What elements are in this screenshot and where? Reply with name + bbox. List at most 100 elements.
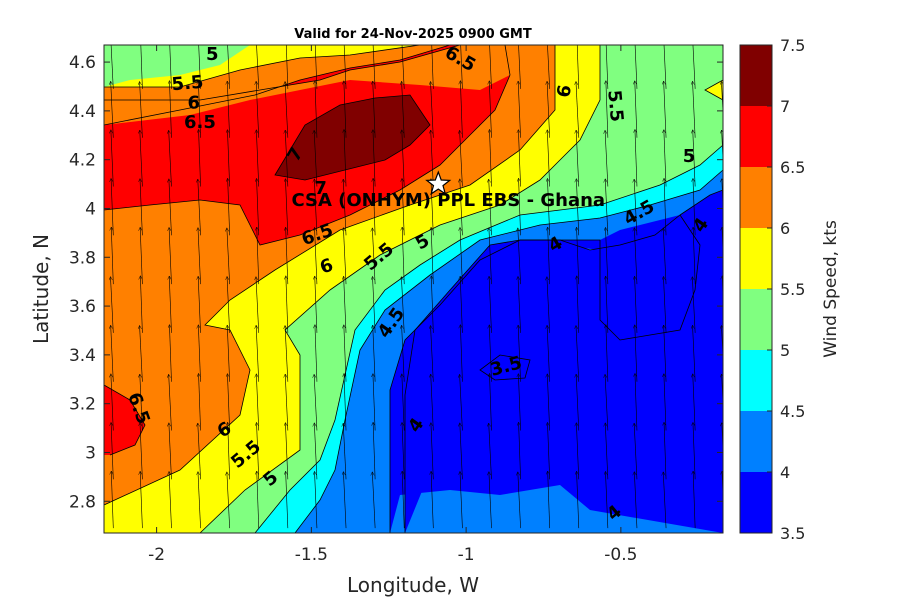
site-marker: CSA (ONHYM) PPL EBS - Ghana [291, 170, 605, 211]
contour-label: 6 [187, 93, 200, 114]
wind-vector [169, 471, 172, 529]
plot-frame [103, 44, 724, 534]
band-7 [275, 95, 430, 180]
wind-vector [489, 45, 492, 89]
wind-vector [373, 178, 376, 236]
wind-vector [286, 227, 289, 285]
wind-vector [489, 179, 492, 236]
wind-vector [634, 179, 638, 236]
wind-vector [372, 472, 376, 529]
colorbar-swatch [740, 350, 772, 411]
wind-vector [489, 325, 492, 382]
wind-vector [518, 81, 521, 138]
band-3_5-inner [405, 215, 700, 533]
wind-vector [634, 423, 638, 480]
colorbar-swatch [740, 106, 772, 167]
wind-vector [693, 130, 696, 187]
wind-vector [576, 325, 580, 382]
wind-vector [169, 227, 172, 285]
colorbar-label: Wind Speed, kts [821, 220, 841, 358]
y-tick-label: 2.8 [69, 492, 96, 512]
wind-vectors [110, 0, 723, 529]
wind-vector [111, 471, 114, 529]
wind-vector [431, 130, 434, 187]
wind-vector [431, 81, 434, 138]
wind-vector [228, 422, 230, 480]
y-tick-label: 4.6 [69, 53, 96, 73]
wind-vector [198, 228, 201, 285]
wind-vector [256, 130, 260, 187]
wind-vector [489, 423, 492, 480]
wind-vector [605, 423, 609, 480]
wind-vector [547, 178, 550, 236]
wind-vector [548, 0, 550, 40]
wind-vector [198, 325, 201, 382]
wind-vector [693, 325, 696, 382]
wind-vector [373, 130, 376, 187]
wind-vector [286, 276, 289, 333]
contour-label: 5.5 [603, 89, 627, 123]
wind-vector [228, 178, 230, 236]
wind-vector [111, 422, 114, 480]
wind-vector [227, 472, 230, 529]
wind-vector [256, 81, 260, 138]
band-6_5-left [104, 385, 145, 455]
wind-vector [198, 45, 201, 89]
colorbar-tick-label: 3.5 [780, 524, 805, 543]
wind-vector [315, 276, 318, 333]
wind-vector [373, 325, 376, 382]
wind-vector [519, 422, 521, 480]
wind-vector [664, 130, 667, 187]
colorbar-swatch [740, 167, 772, 228]
wind-vector [285, 179, 289, 236]
wind-vector [110, 277, 114, 333]
y-tick-label: 4 [85, 199, 96, 219]
wind-vector [431, 45, 434, 89]
wind-vector [314, 179, 318, 236]
wind-vector [344, 129, 347, 187]
wind-vector [402, 178, 405, 236]
contour-label: 6 [553, 83, 576, 99]
wind-vector [198, 472, 201, 529]
wind-vector [111, 130, 114, 187]
wind-vector [257, 471, 260, 529]
wind-vector [460, 471, 463, 529]
band-5_5-right [520, 45, 600, 180]
band-5_5-right-edge [705, 80, 723, 100]
wind-vector [693, 422, 696, 480]
wind-vector [547, 374, 550, 431]
wind-vector [576, 423, 580, 480]
wind-vector [343, 45, 347, 89]
y-tick-label: 4.2 [69, 151, 96, 171]
wind-vector [547, 325, 550, 382]
wind-vector [431, 227, 434, 285]
wind-vector [518, 374, 521, 431]
wind-vector [722, 423, 723, 458]
wind-vector [431, 471, 434, 529]
wind-vector [634, 228, 638, 285]
wind-vector [111, 325, 114, 382]
wind-vector [315, 325, 318, 382]
wind-vector [605, 179, 609, 236]
wind-vector [402, 325, 405, 382]
colorbar-swatch [740, 472, 772, 533]
wind-vector [431, 276, 434, 333]
wind-vector [198, 423, 201, 480]
wind-vector [664, 325, 667, 382]
wind-vector [548, 227, 550, 285]
x-tick-label: -2 [148, 545, 165, 565]
wind-vector [431, 325, 434, 382]
wind-vector [576, 45, 580, 89]
wind-vector [663, 472, 667, 529]
wind-vector [460, 374, 463, 431]
chart-title: Valid for 24-Nov-2025 0900 GMT [294, 27, 532, 42]
wind-vector [286, 0, 288, 40]
wind-vector [664, 81, 667, 138]
y-tick-label: 3.2 [69, 395, 96, 415]
contour-label: 5 [683, 146, 696, 167]
wind-vector [664, 178, 667, 236]
y-tick-label: 3.4 [69, 346, 96, 366]
wind-vector [198, 0, 201, 40]
wind-vector [314, 45, 318, 89]
wind-vector [518, 45, 521, 89]
